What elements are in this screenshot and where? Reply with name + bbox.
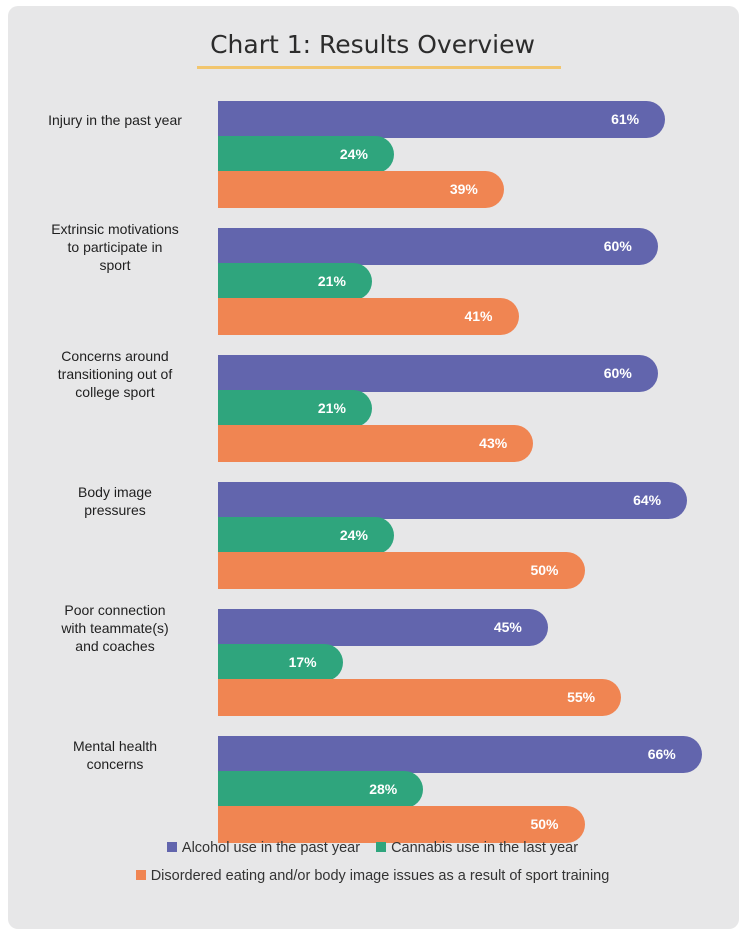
data-label: 24% — [339, 146, 368, 162]
bar-disordered-eating — [218, 806, 585, 843]
bar-disordered-eating — [218, 298, 519, 335]
data-label: 50% — [530, 816, 559, 832]
data-label: 21% — [317, 400, 346, 416]
data-label: 60% — [603, 365, 632, 381]
data-label: 50% — [530, 562, 559, 578]
bar-alcohol — [218, 228, 658, 265]
data-label: 61% — [611, 111, 640, 127]
bar-disordered-eating — [218, 552, 585, 589]
legend-item-cannabis: Cannabis use in the last year — [376, 840, 578, 856]
data-label: 24% — [339, 527, 368, 543]
legend-label-alcohol: Alcohol use in the past year — [181, 840, 361, 856]
category-label: Body image pressures — [78, 484, 152, 518]
bar-disordered-eating — [218, 679, 622, 716]
data-label: 28% — [369, 781, 398, 797]
data-label: 41% — [464, 308, 493, 324]
bar-alcohol — [218, 101, 666, 138]
legend-label-cannabis: Cannabis use in the last year — [391, 840, 579, 856]
title-underline — [197, 66, 561, 69]
data-label: 66% — [647, 746, 676, 762]
data-label: 17% — [288, 654, 317, 670]
data-label: 43% — [479, 435, 508, 451]
bar-disordered-eating — [218, 425, 534, 462]
data-label: 39% — [449, 181, 478, 197]
category-label: Extrinsic motivations to participate in … — [51, 221, 179, 273]
legend-row-2: Disordered eating and/or body image issu… — [0, 868, 745, 884]
bar-alcohol — [218, 609, 548, 646]
bar-disordered-eating — [218, 171, 504, 208]
legend-swatch-disordered-eating — [135, 870, 146, 880]
data-label: 60% — [603, 238, 632, 254]
bar-cannabis — [218, 263, 372, 300]
legend-swatch-cannabis — [376, 842, 387, 852]
legend-row-1: Alcohol use in the past year Cannabis us… — [0, 840, 745, 856]
bar-cannabis — [218, 517, 394, 554]
data-label: 21% — [317, 273, 346, 289]
bar-alcohol — [218, 355, 658, 392]
bar-cannabis — [218, 644, 343, 681]
legend-label-disordered-eating: Disordered eating and/or body image issu… — [150, 868, 610, 884]
legend-item-disordered-eating: Disordered eating and/or body image issu… — [135, 868, 610, 884]
data-label: 45% — [493, 619, 522, 635]
category-label: Concerns around transitioning out of col… — [57, 348, 173, 400]
category-label: Injury in the past year — [48, 112, 182, 128]
category-label: Mental health concerns — [72, 738, 158, 772]
bar-alcohol — [218, 736, 702, 773]
legend-swatch-alcohol — [166, 842, 177, 852]
bar-alcohol — [218, 482, 688, 519]
data-label: 64% — [633, 492, 662, 508]
category-label: Poor connection with teammate(s) and coa… — [61, 602, 169, 654]
bar-cannabis — [218, 390, 372, 427]
legend-item-alcohol: Alcohol use in the past year — [166, 840, 361, 856]
bar-cannabis — [218, 771, 424, 808]
bar-cannabis — [218, 136, 394, 173]
data-label: 55% — [567, 689, 596, 705]
chart-title: Chart 1: Results Overview — [210, 30, 535, 59]
